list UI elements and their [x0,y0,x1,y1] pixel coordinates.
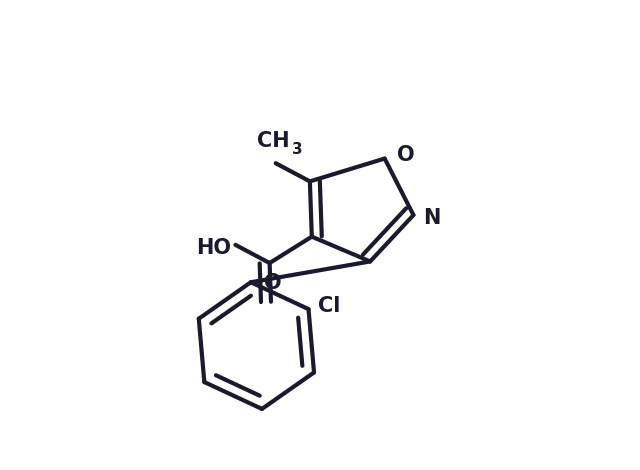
Text: Cl: Cl [319,297,341,316]
Text: CH: CH [257,131,289,151]
Text: N: N [424,208,441,228]
Text: HO: HO [196,238,231,258]
Text: 3: 3 [292,141,303,157]
Text: O: O [264,274,282,293]
Text: O: O [397,145,415,165]
